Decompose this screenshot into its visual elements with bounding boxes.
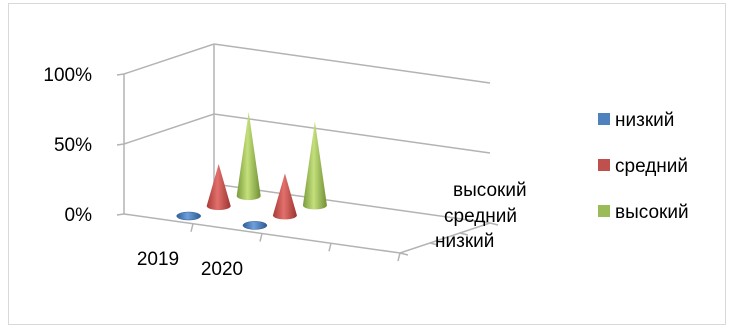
y-tick-mark — [116, 213, 125, 216]
cone-высокий — [302, 121, 327, 210]
x-tick-mark — [190, 223, 194, 232]
cone-средний — [206, 164, 231, 211]
cone-средний — [272, 173, 297, 220]
gridlines — [123, 43, 491, 154]
x-tick-mark — [328, 243, 332, 252]
depth-tick-label: высокий — [453, 180, 527, 201]
data-marks — [176, 112, 327, 230]
depth-tick-mark — [489, 222, 499, 226]
x-axis-tick-labels: 2019 2020 — [137, 249, 243, 280]
cone-низкий — [242, 221, 268, 230]
depth-tick-label: средний — [444, 206, 517, 227]
x-tick-mark — [397, 252, 401, 262]
depth-tick-label: низкий — [435, 231, 494, 252]
legend: низкий средний высокий — [598, 110, 689, 223]
legend-label: высокий — [615, 202, 689, 223]
legend-swatch — [598, 113, 610, 125]
legend-label: низкий — [615, 110, 674, 131]
cone-высокий — [236, 112, 261, 201]
depth-tick-mark — [399, 252, 409, 256]
chart-floor — [123, 183, 499, 262]
x-tick-mark — [259, 233, 263, 242]
gridline — [123, 43, 491, 84]
y-axis-tick-labels: 0% 50% 100% — [43, 65, 92, 226]
gridline — [123, 113, 491, 154]
depth-axis-tick-labels: низкий средний высокий — [435, 180, 527, 252]
y-tick-label: 50% — [54, 135, 92, 156]
y-tick-label: 100% — [43, 65, 92, 86]
y-tick-mark — [116, 143, 125, 146]
legend-swatch — [598, 205, 610, 217]
legend-swatch — [598, 159, 610, 171]
y-tick-label: 0% — [65, 205, 93, 226]
depth-tick-mark — [429, 242, 439, 246]
cone-низкий — [176, 211, 201, 221]
depth-tick-mark — [459, 232, 469, 236]
y-tick-mark — [116, 73, 125, 76]
x-tick-label: 2019 — [137, 249, 179, 270]
x-tick-label: 2020 — [201, 259, 243, 280]
legend-label: средний — [615, 156, 688, 177]
